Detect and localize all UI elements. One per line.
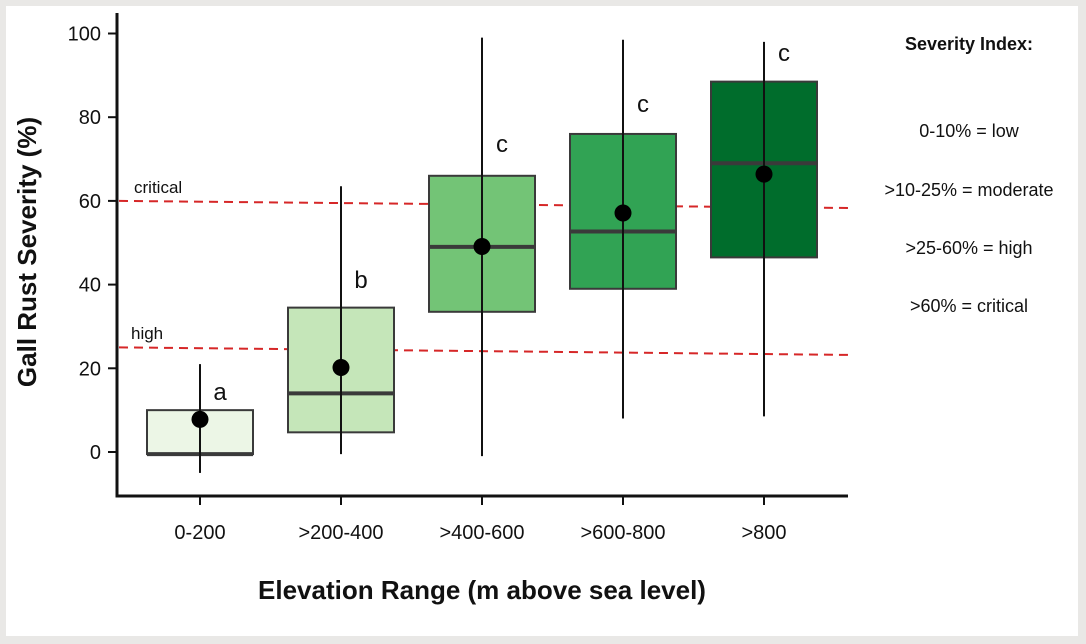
x-tick-label: >400-600 — [439, 522, 524, 544]
y-tick-label: 80 — [79, 107, 101, 129]
mean-point — [191, 410, 209, 428]
legend-title: Severity Index: — [905, 34, 1033, 54]
x-tick-label: >600-800 — [580, 522, 665, 544]
reference-line-high — [118, 346, 849, 356]
reference-label-critical: critical — [134, 178, 182, 197]
y-tick-label: 100 — [68, 24, 101, 46]
mean-point — [755, 165, 773, 183]
significance-letter: c — [778, 40, 790, 67]
mean-point — [614, 204, 632, 222]
y-tick-label: 60 — [79, 191, 101, 213]
significance-letter: c — [496, 131, 508, 158]
x-tick-label: >800 — [741, 522, 786, 544]
chart-frame: critical high a b c c c 0 20 40 60 80 100 0-200 >200… — [6, 6, 1078, 636]
x-axis-title: Elevation Range (m above sea level) — [258, 575, 706, 605]
significance-letter: b — [354, 267, 367, 294]
box-group-3: c — [428, 37, 536, 457]
box-group-2: b — [287, 186, 395, 455]
y-tick-label: 20 — [79, 358, 101, 380]
significance-letter: c — [637, 91, 649, 118]
y-axis-title: Gall Rust Severity (%) — [12, 117, 42, 387]
y-tick-label: 0 — [90, 442, 101, 464]
box-plot-chart: critical high a b c c c 0 20 40 60 80 100 0-200 >200… — [12, 13, 1054, 605]
box-group-1: a — [146, 364, 254, 473]
reference-label-high: high — [131, 324, 163, 343]
x-tick-label: 0-200 — [174, 522, 225, 544]
legend-item-moderate: >10-25% = moderate — [884, 180, 1053, 200]
legend-item-critical: >60% = critical — [910, 296, 1028, 316]
legend-item-high: >25-60% = high — [905, 238, 1032, 258]
box-group-5: c — [710, 40, 818, 417]
x-tick-label: >200-400 — [298, 522, 383, 544]
legend-item-low: 0-10% = low — [919, 121, 1020, 141]
significance-letter: a — [213, 379, 227, 406]
mean-point — [332, 358, 350, 376]
mean-point — [473, 238, 491, 256]
box-group-4: c — [569, 39, 677, 419]
y-tick-label: 40 — [79, 275, 101, 297]
